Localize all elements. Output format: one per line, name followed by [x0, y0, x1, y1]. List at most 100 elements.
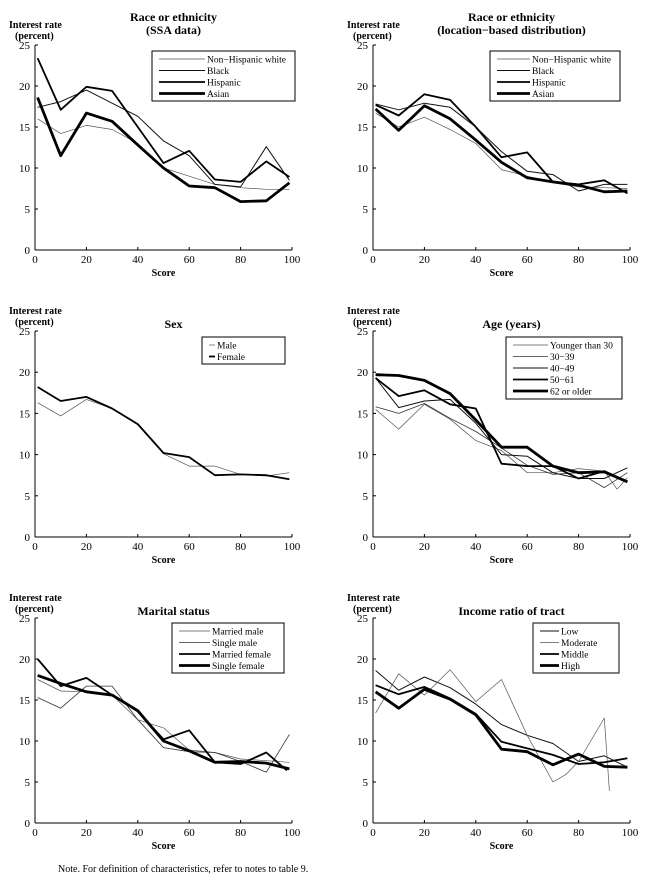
y-tick-label: 15: [357, 408, 369, 420]
x-tick-label: 80: [235, 541, 247, 553]
x-tick-label: 20: [81, 254, 93, 266]
y-tick-label: 10: [357, 450, 369, 462]
chart-panel-2: Interest rate(percent) Race or ethnicity(…: [347, 10, 639, 279]
legend-label: Non−Hispanic white: [207, 56, 286, 66]
y-axis-label: Interest rate: [347, 593, 400, 604]
x-tick-label: 100: [622, 827, 639, 839]
x-tick-label: 0: [370, 827, 376, 839]
y-axis-label: Interest rate: [347, 20, 400, 31]
footnote: Note. For definition of characteristics,…: [58, 864, 309, 875]
legend-label: Younger than 30: [550, 342, 613, 352]
y-tick-label: 15: [19, 695, 31, 707]
x-tick-label: 40: [132, 827, 144, 839]
legend-label: Single female: [212, 661, 265, 672]
y-tick-label: 0: [25, 532, 31, 544]
legend-label: Black: [207, 67, 229, 77]
chart-panel-3: Interest rate(percent) Sex 0 5 10 15 20 25 0 20 40…: [9, 306, 301, 566]
chart-panel-6: Interest rate(percent) Income ratio of tr…: [347, 593, 639, 852]
x-tick-label: 0: [32, 827, 38, 839]
y-tick-label: 15: [357, 122, 369, 134]
x-tick-label: 20: [419, 254, 431, 266]
chart-title: Sex: [165, 317, 183, 331]
chart-panel-5: Interest rate(percent) Marital status 0 5 10…: [9, 593, 301, 852]
series-line-single-male: [37, 685, 290, 773]
x-tick-label: 80: [573, 541, 585, 553]
chart-title: Race or ethnicity: [468, 10, 555, 24]
series-line-moderate: [375, 669, 610, 792]
x-axis-label: Score: [152, 268, 176, 279]
series-line-married-female: [36, 658, 288, 772]
y-tick-label: 20: [19, 81, 31, 93]
y-tick-label: 5: [25, 777, 31, 789]
legend-label: 40−49: [550, 365, 575, 375]
series-line-hispanic: [375, 93, 628, 195]
y-tick-label: 5: [363, 491, 369, 503]
x-tick-label: 100: [622, 254, 639, 266]
y-tick-label: 0: [25, 818, 31, 830]
chart-title: Income ratio of tract: [458, 604, 564, 618]
x-tick-label: 60: [184, 254, 196, 266]
y-tick-label: 25: [19, 40, 31, 52]
legend-label: Moderate: [561, 639, 597, 649]
y-tick-label: 25: [357, 613, 369, 625]
y-tick-label: 25: [357, 326, 369, 338]
chart-panel-4: Interest rate(percent) Age (years) 0 5 10 15 2…: [347, 306, 639, 566]
legend-label: Single male: [212, 639, 257, 649]
series-line-50-61: [375, 377, 628, 483]
chart-subtitle: (SSA data): [146, 23, 201, 37]
x-axis-label: Score: [152, 841, 176, 852]
y-axis-label-unit: (percent): [353, 604, 392, 615]
x-tick-label: 0: [32, 541, 38, 553]
legend-label: 62 or older: [550, 388, 593, 398]
chart-title: Age (years): [482, 317, 540, 331]
x-tick-label: 80: [573, 254, 585, 266]
x-tick-label: 80: [235, 827, 247, 839]
legend-box: [201, 336, 286, 365]
y-tick-label: 10: [357, 736, 369, 748]
x-axis-label: Score: [490, 268, 514, 279]
y-tick-label: 5: [25, 204, 31, 216]
series-line-low: [375, 670, 628, 768]
series-line-40-49: [375, 377, 628, 479]
x-axis-label: Score: [490, 841, 514, 852]
x-axis-label: Score: [490, 555, 514, 566]
x-tick-label: 80: [235, 254, 247, 266]
chart-panel-1: Interest rate(percent) Race or ethnicity(…: [9, 10, 301, 279]
y-axis-label-unit: (percent): [353, 31, 392, 42]
y-tick-label: 0: [363, 245, 369, 257]
chart-subtitle: (location−based distribution): [437, 23, 586, 37]
series-line-hispanic: [36, 57, 290, 183]
y-tick-label: 20: [357, 654, 369, 666]
x-tick-label: 100: [284, 541, 301, 553]
x-tick-label: 40: [470, 254, 482, 266]
legend-label: Female: [217, 353, 245, 363]
series-line-non-hispanic-white: [375, 112, 628, 189]
legend-label: High: [561, 662, 580, 672]
y-axis-label-unit: (percent): [15, 317, 54, 328]
legend-label: Hispanic: [532, 79, 566, 89]
x-tick-label: 80: [573, 827, 585, 839]
x-tick-label: 0: [370, 254, 376, 266]
legend-label: Asian: [532, 90, 554, 100]
x-tick-label: 20: [81, 541, 93, 553]
x-tick-label: 20: [419, 541, 431, 553]
x-tick-label: 40: [132, 541, 144, 553]
y-tick-label: 10: [357, 163, 369, 175]
y-tick-label: 20: [19, 654, 31, 666]
legend-label: Black: [532, 67, 554, 77]
y-tick-label: 15: [19, 122, 31, 134]
y-tick-label: 25: [357, 40, 369, 52]
x-tick-label: 60: [522, 541, 534, 553]
x-tick-label: 20: [81, 827, 93, 839]
legend-label: Low: [561, 628, 579, 638]
y-tick-label: 25: [19, 326, 31, 338]
x-axis-label: Score: [152, 555, 176, 566]
x-tick-label: 60: [522, 254, 534, 266]
legend-label: Middle: [561, 651, 588, 661]
x-tick-label: 40: [470, 827, 482, 839]
y-tick-label: 15: [19, 408, 31, 420]
